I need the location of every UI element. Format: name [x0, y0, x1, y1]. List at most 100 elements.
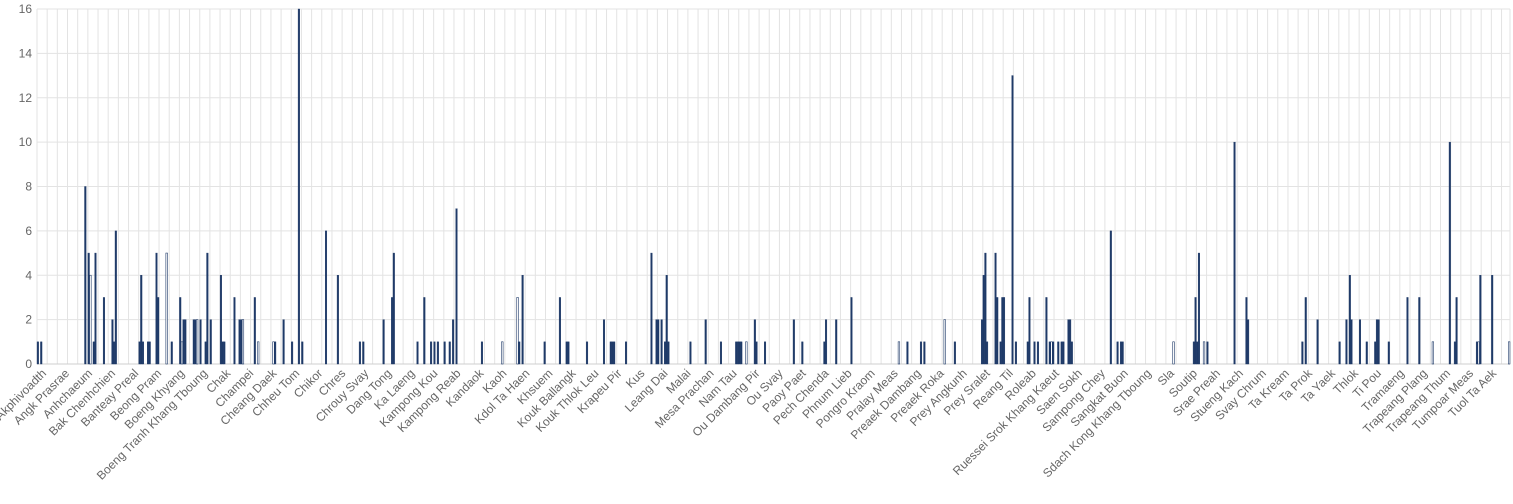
bar: [221, 341, 224, 365]
bar: [102, 297, 105, 365]
bar: [240, 319, 243, 365]
bar: [297, 8, 300, 365]
bar: [792, 319, 795, 365]
bar: [194, 319, 197, 365]
y-tick-label: 6: [25, 224, 32, 238]
bar: [272, 341, 275, 365]
bar: [253, 297, 256, 365]
bar: [984, 252, 987, 365]
bar: [40, 341, 43, 365]
bar: [206, 252, 209, 365]
bar: [953, 341, 956, 365]
y-tick-label: 4: [25, 268, 32, 282]
bar: [1348, 275, 1351, 365]
bar: [291, 341, 294, 365]
bar: [1028, 297, 1031, 365]
bar: [433, 341, 436, 365]
y-tick-label: 16: [19, 2, 33, 16]
bar: [755, 341, 758, 365]
y-tick-label: 2: [25, 313, 32, 327]
bar: [1375, 319, 1378, 365]
bar: [719, 341, 722, 365]
bar: [558, 297, 561, 365]
bar: [586, 341, 589, 365]
bar: [392, 252, 395, 365]
bar: [1345, 319, 1348, 365]
bar: [238, 319, 241, 365]
bar: [192, 319, 195, 365]
bar: [199, 319, 202, 365]
bar: [980, 319, 983, 365]
bar: [219, 275, 222, 365]
bar: [301, 341, 304, 365]
bar: [1418, 297, 1421, 365]
bar: [667, 341, 670, 365]
bar: [689, 341, 692, 365]
bar: [1301, 341, 1304, 365]
bar: [111, 319, 114, 365]
bar: [1508, 341, 1511, 365]
bar: [89, 274, 92, 365]
bar: [650, 252, 653, 365]
bar: [1001, 297, 1004, 365]
y-tick-label: 12: [19, 91, 33, 105]
bar: [825, 319, 828, 365]
bar: [753, 319, 756, 365]
bar: [113, 341, 116, 365]
bar: [141, 341, 144, 365]
bar: [274, 341, 277, 365]
bar: [480, 341, 483, 365]
bar: [1431, 341, 1434, 365]
bar: [1206, 341, 1209, 365]
bar: [1197, 252, 1200, 365]
bar: [1455, 297, 1458, 365]
bar: [1338, 341, 1341, 365]
bar: [430, 341, 433, 365]
bar: [923, 341, 926, 365]
bar: [982, 275, 985, 365]
bar: [1045, 297, 1048, 365]
bar: [36, 341, 39, 365]
bar: [1192, 341, 1195, 365]
bar: [518, 341, 521, 365]
bar: [521, 275, 524, 365]
bar: [257, 341, 260, 365]
bar: [179, 297, 182, 365]
bar: [223, 341, 226, 365]
bar: [567, 341, 570, 365]
bar: [1202, 341, 1206, 365]
bar: [1377, 319, 1380, 365]
bar: [423, 297, 426, 365]
bar: [391, 297, 394, 365]
bar: [147, 341, 150, 365]
bar: [165, 252, 168, 365]
bars: [36, 8, 1511, 365]
bar: [655, 319, 658, 365]
bar: [897, 341, 901, 365]
bar: [241, 319, 245, 365]
bar: [1026, 341, 1029, 365]
bar: [1304, 297, 1307, 365]
bar: [209, 319, 212, 365]
bar: [84, 186, 87, 365]
bar: [609, 341, 612, 365]
bar: [1316, 319, 1319, 365]
bar: [1048, 341, 1051, 365]
bar: [1491, 275, 1494, 365]
bar: [1121, 341, 1124, 365]
bar: [543, 341, 546, 365]
bar: [801, 341, 804, 365]
bar: [613, 341, 616, 365]
bar: [823, 341, 826, 365]
bar: [148, 341, 151, 365]
bar: [704, 319, 707, 365]
bar: [736, 341, 739, 365]
bar: [1453, 341, 1456, 365]
bar: [233, 297, 236, 365]
bar: [1374, 341, 1377, 365]
bar: [1057, 341, 1060, 365]
bar: [1069, 319, 1072, 365]
bar: [919, 341, 922, 365]
